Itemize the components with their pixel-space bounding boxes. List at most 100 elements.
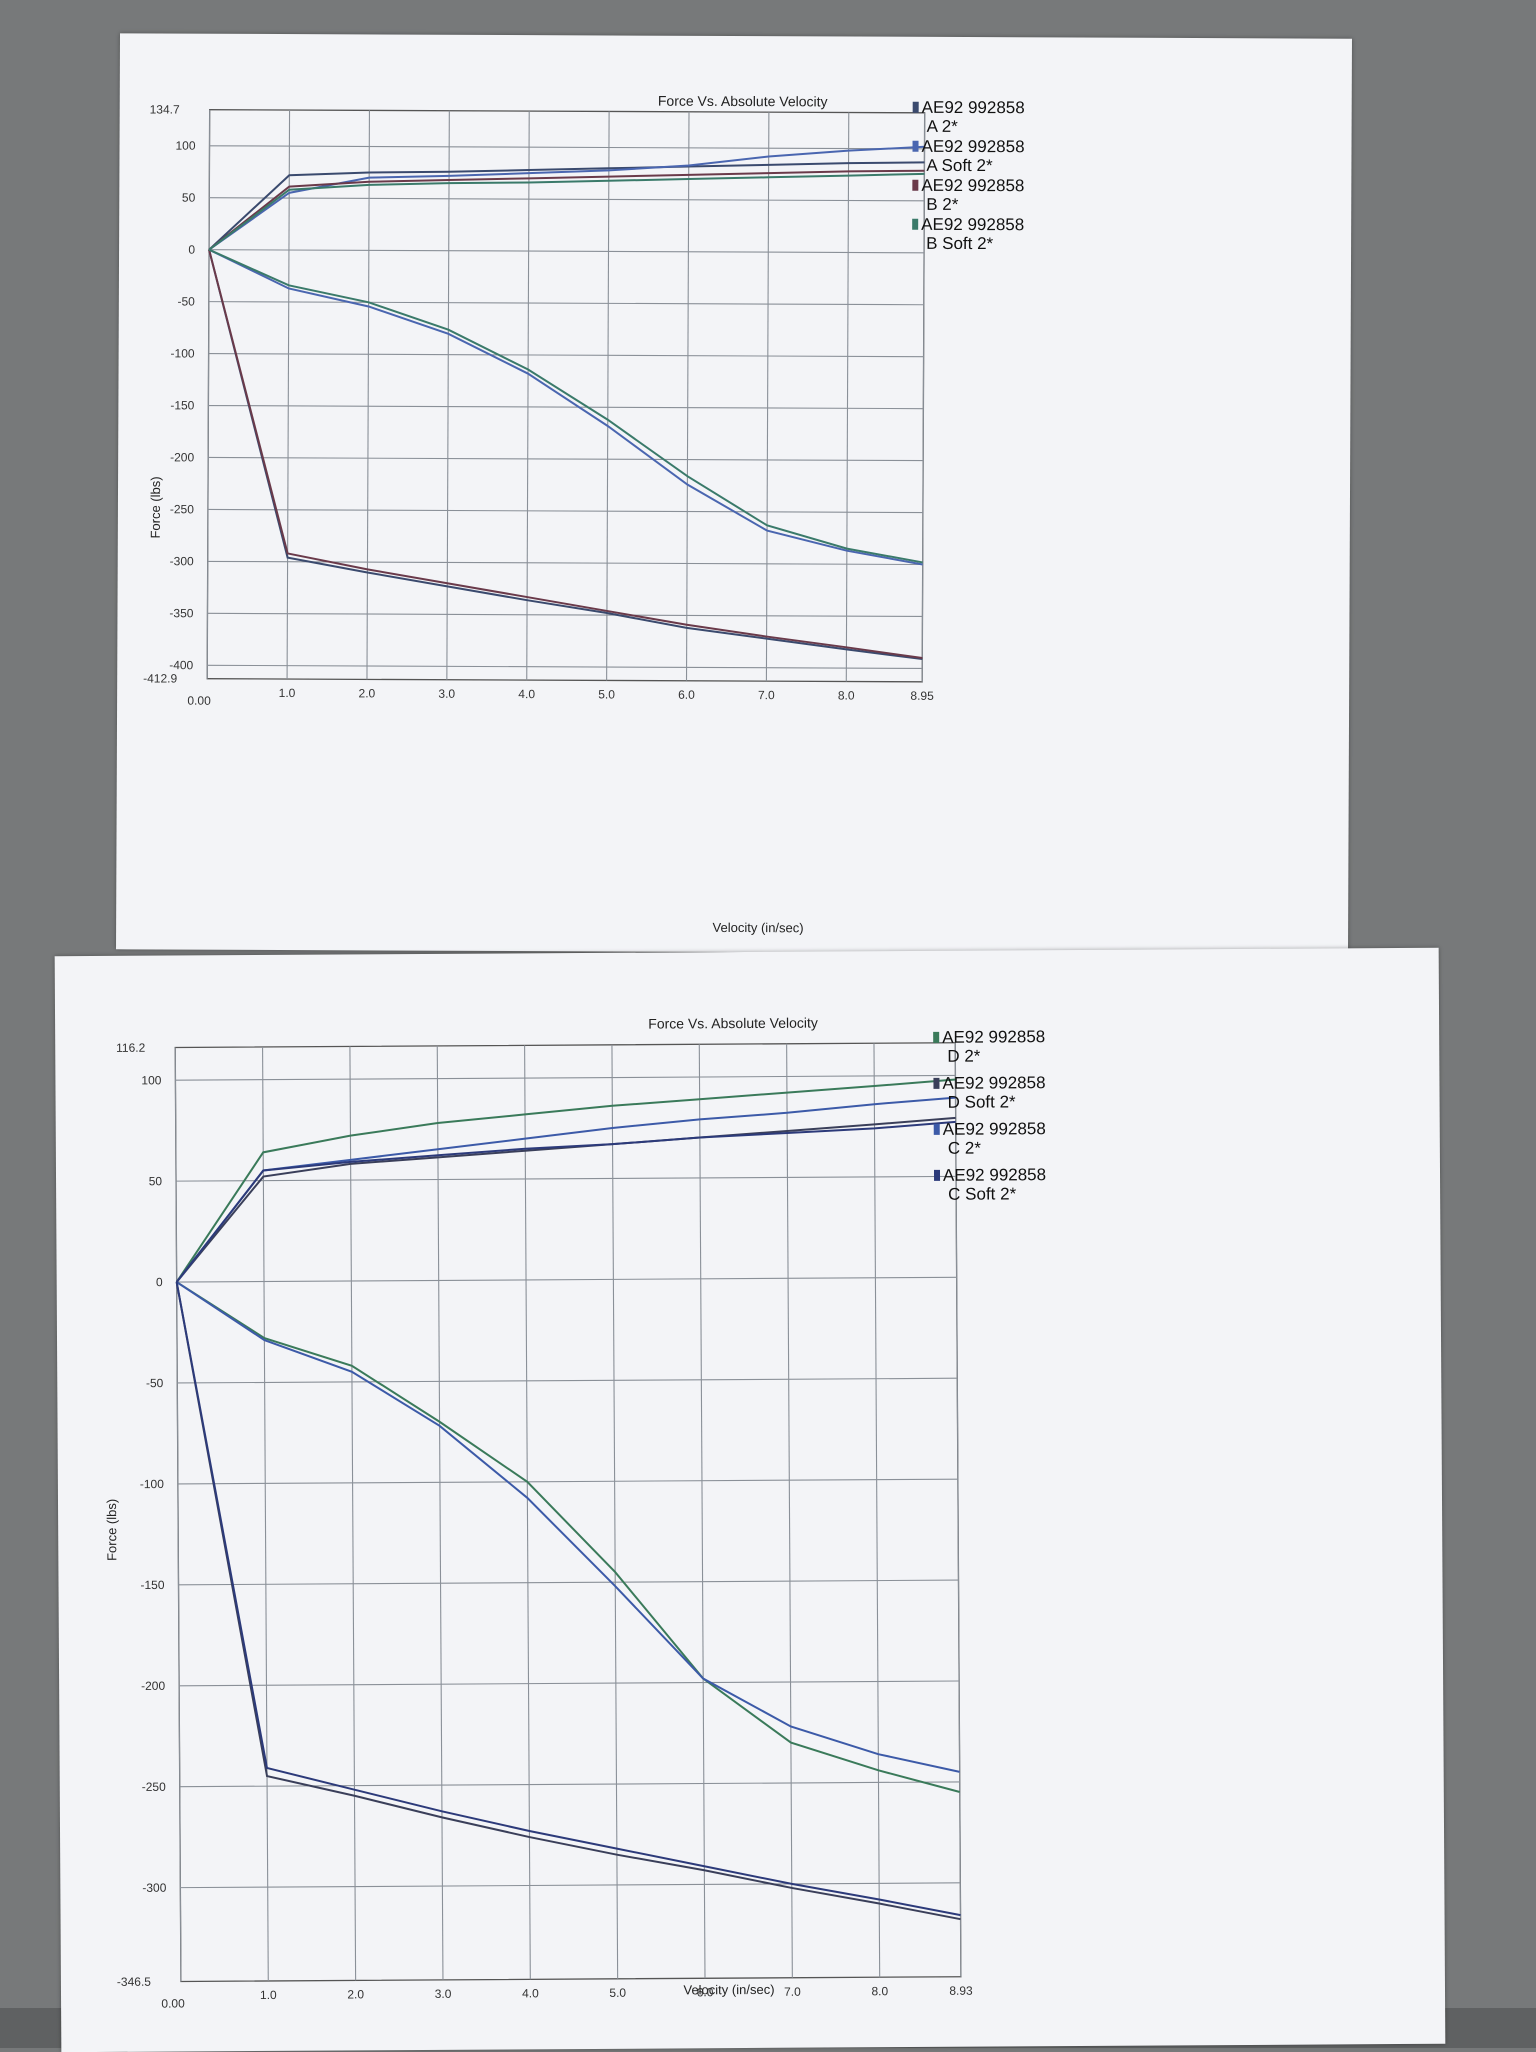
chart-top: Force Vs. Absolute Velocity Velocity (in…	[143, 93, 1025, 936]
x-tick-label: 1.0	[260, 1988, 277, 2002]
x-tick-label: 5.0	[609, 1986, 626, 2000]
x-tick-label: 2.0	[347, 1987, 364, 2001]
x-tick-label: 5.0	[598, 687, 615, 701]
x-gridline	[921, 112, 926, 682]
series-line-compression	[208, 161, 925, 251]
series-line-rebound	[176, 1281, 961, 1793]
y-tick-label: -250	[142, 1780, 166, 1794]
y-gridline	[178, 1579, 959, 1586]
x-tick-label: 3.0	[438, 687, 455, 701]
x-gridline	[786, 1043, 793, 1978]
x-gridline	[286, 110, 291, 680]
chart-bottom: Force Vs. Absolute Velocity Velocity (in…	[104, 1015, 1046, 2011]
y-tick-label: -412.9	[143, 671, 177, 685]
series-line-rebound	[175, 1281, 961, 1921]
x-gridline	[446, 110, 450, 680]
x-gridline	[873, 1043, 881, 1978]
legend-entry: AE92 992858 C Soft 2*	[943, 1165, 1046, 1204]
y-tick-label: -300	[170, 554, 194, 568]
y-tick-label: 0	[156, 1275, 163, 1289]
series-line-rebound	[208, 249, 923, 660]
y-tick-label: -346.5	[117, 1975, 151, 1989]
x-gridline	[611, 1044, 619, 1979]
y-gridline	[208, 353, 924, 358]
y-tick-label: 0	[188, 243, 195, 257]
x-tick-label: 8.95	[910, 689, 934, 703]
x-tick-label: 8.0	[871, 1984, 888, 1998]
y-axis-label: Force (lbs)	[104, 1499, 119, 1561]
series-line-compression	[175, 1078, 956, 1283]
x-tick-label: 0.00	[187, 694, 211, 708]
x-axis-label: Velocity (in/sec)	[683, 1982, 774, 1998]
x-gridline	[954, 1042, 962, 1977]
x-gridline	[174, 1047, 182, 1982]
series-line-rebound	[176, 1281, 960, 1773]
y-tick-label: -100	[171, 346, 195, 360]
legend-entry: AE92 992858 C 2*	[943, 1119, 1046, 1158]
x-tick-label: 8.0	[838, 688, 855, 702]
y-gridline	[176, 1276, 957, 1283]
y-tick-label: -100	[140, 1477, 164, 1491]
y-tick-label: 100	[141, 1073, 161, 1087]
legend-swatch	[933, 1123, 940, 1135]
series-line-rebound	[208, 248, 923, 564]
y-tick-label: 134.7	[150, 102, 180, 116]
chart-sheet-top: Force Vs. Absolute Velocity Velocity (in…	[116, 33, 1352, 955]
x-gridline	[845, 112, 850, 682]
y-tick-label: -150	[140, 1578, 164, 1592]
x-tick-label: 6.0	[697, 1985, 714, 1999]
x-gridline	[765, 112, 770, 682]
x-gridline	[526, 111, 530, 681]
y-gridline	[207, 508, 923, 514]
legend-entry: AE92 992858 A Soft 2*	[921, 137, 1024, 175]
x-tick-label: 1.0	[279, 686, 296, 700]
legend-entry: AE92 992858 D Soft 2*	[942, 1073, 1045, 1112]
x-gridline	[262, 1046, 269, 1981]
y-tick-label: -300	[142, 1881, 166, 1895]
plot-frame	[206, 109, 926, 683]
chart-sheet-bottom: Force Vs. Absolute Velocity Velocity (in…	[54, 947, 1446, 2052]
x-gridline	[206, 109, 211, 679]
x-tick-label: 6.0	[678, 688, 695, 702]
series-line-compression	[175, 1116, 956, 1283]
y-gridline	[207, 664, 923, 669]
y-gridline	[180, 1882, 961, 1889]
y-tick-label: -150	[170, 398, 194, 412]
x-tick-label: 7.0	[758, 688, 775, 702]
y-gridline	[179, 1680, 960, 1687]
y-gridline	[207, 612, 923, 618]
x-gridline	[606, 111, 610, 681]
y-gridline	[208, 301, 924, 306]
y-gridline	[209, 249, 925, 254]
y-tick-label: 116.2	[116, 1041, 146, 1055]
x-gridline	[436, 1045, 444, 1980]
series-line-compression	[175, 1120, 956, 1283]
legend-entry: AE92 992858 B 2*	[921, 176, 1024, 214]
x-tick-label: 4.0	[518, 687, 535, 701]
x-tick-label: 4.0	[522, 1986, 539, 2000]
x-gridline	[524, 1045, 531, 1980]
plot-frame	[174, 1042, 962, 1983]
x-gridline	[698, 1044, 706, 1979]
y-gridline	[208, 456, 924, 462]
legend-entry: AE92 992858 B Soft 2*	[921, 215, 1024, 253]
y-tick-label: -400	[169, 658, 193, 672]
y-tick-label: -250	[170, 502, 194, 516]
y-tick-label: 50	[182, 191, 196, 205]
x-gridline	[349, 1046, 357, 1981]
chart-title: Force Vs. Absolute Velocity	[658, 93, 828, 110]
y-gridline	[208, 404, 924, 410]
y-tick-label: 50	[149, 1174, 163, 1188]
y-axis-label: Force (lbs)	[148, 476, 163, 538]
y-tick-label: -200	[170, 450, 194, 464]
y-tick-label: -50	[177, 294, 195, 308]
series-line-rebound	[208, 249, 923, 661]
legend-swatch	[912, 179, 919, 191]
x-gridline	[685, 111, 690, 681]
y-gridline	[177, 1377, 958, 1384]
y-gridline	[175, 1074, 956, 1081]
x-tick-label: 7.0	[784, 1985, 801, 1999]
legend-entry: AE92 992858 A 2*	[922, 98, 1025, 136]
x-tick-label: 0.00	[161, 1996, 185, 2010]
series-line-compression	[208, 172, 925, 251]
